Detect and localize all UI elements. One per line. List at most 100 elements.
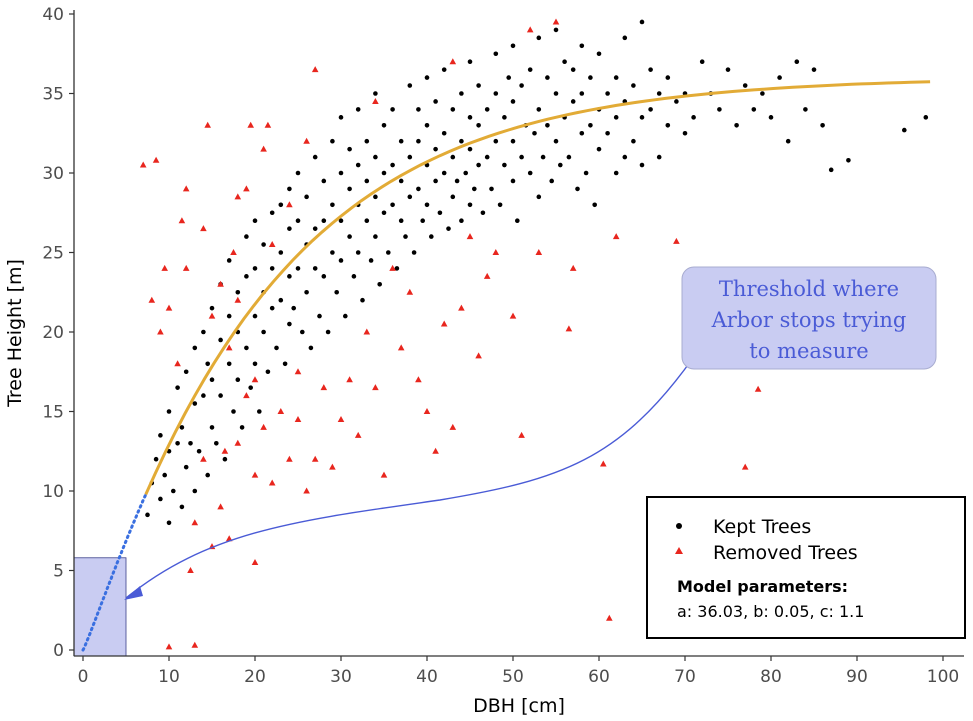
removed-tree-point: [161, 264, 168, 271]
kept-tree-point: [540, 154, 546, 160]
kept-tree-point: [575, 186, 580, 192]
kept-tree-point: [252, 313, 258, 319]
removed-tree-point: [191, 519, 199, 526]
removed-tree-point: [260, 423, 267, 430]
kept-tree-point: [441, 170, 447, 176]
legend: Kept Trees Removed Trees Model parameter…: [646, 496, 966, 639]
removed-tree-point: [449, 58, 457, 65]
kept-tree-point: [519, 83, 524, 88]
kept-tree-point: [605, 130, 610, 136]
kept-tree-point: [325, 329, 331, 335]
kept-tree-point: [751, 107, 757, 112]
kept-tree-point: [321, 178, 327, 184]
kept-tree-point: [699, 59, 705, 64]
kept-tree-point: [579, 91, 585, 96]
removed-tree-point: [204, 121, 211, 128]
x-tick-label: 40: [416, 667, 438, 687]
kept-tree-point: [691, 115, 696, 120]
kept-tree-point: [648, 67, 653, 72]
kept-tree-point: [244, 274, 249, 279]
kept-tree-point: [304, 194, 309, 200]
removed-tree-point: [741, 463, 749, 470]
removed-tree-point: [606, 614, 613, 621]
kept-tree-point: [510, 99, 516, 104]
kept-tree-point: [515, 218, 520, 223]
kept-tree-point: [373, 234, 378, 239]
kept-tree-point: [493, 91, 499, 96]
kept-tree-point: [209, 305, 215, 311]
kept-tree-point: [527, 170, 533, 176]
kept-tree-point: [226, 361, 232, 367]
removed-tree-point: [466, 233, 474, 240]
kept-tree-point: [579, 130, 585, 136]
kept-tree-point: [381, 123, 387, 128]
kept-tree-point: [450, 154, 456, 160]
kept-tree-point: [622, 35, 628, 41]
removed-tree-point: [221, 447, 229, 454]
kept-tree-point: [265, 369, 271, 375]
kept-tree-point: [295, 218, 301, 223]
removed-tree-point: [230, 249, 237, 255]
kept-tree-point: [166, 520, 172, 526]
kept-tree-point: [248, 385, 253, 390]
kept-tree-point: [506, 75, 512, 80]
removed-tree-point: [423, 408, 431, 414]
removed-tree-point: [600, 460, 607, 467]
removed-tree-point: [673, 237, 680, 244]
callout-box: [681, 266, 937, 370]
kept-tree-point: [811, 67, 817, 72]
kept-tree-point: [334, 289, 340, 295]
kept-tree-point: [153, 456, 159, 462]
callout-arrow: [125, 357, 694, 599]
kept-tree-point: [613, 170, 619, 176]
kept-tree-point: [433, 146, 438, 152]
kept-tree-point: [502, 115, 507, 120]
kept-tree-point: [570, 99, 576, 104]
kept-tree-point: [162, 472, 167, 478]
kept-tree-point: [287, 186, 292, 192]
kept-tree-point: [343, 313, 348, 319]
kept-tree-point: [282, 361, 288, 367]
kept-tree-point: [846, 157, 851, 163]
removed-tree-point: [303, 487, 310, 494]
kept-tree-point: [373, 154, 378, 160]
kept-tree-point: [355, 107, 361, 112]
kept-tree-point: [183, 464, 189, 470]
removed-tree-point: [380, 471, 388, 478]
kept-tree-point: [433, 99, 438, 104]
kept-tree-point: [390, 202, 395, 208]
kept-tree-point: [631, 83, 636, 88]
removed-tree-point: [483, 272, 491, 279]
removed-tree-point: [337, 415, 345, 422]
x-tick-label: 10: [158, 667, 180, 687]
removed-tree-point: [286, 455, 293, 462]
kept-tree-point: [424, 123, 430, 128]
kept-tree-point: [252, 361, 258, 367]
kept-tree-point: [158, 496, 163, 502]
kept-tree-point: [244, 234, 249, 239]
kept-tree-point: [536, 194, 542, 200]
kept-tree-point: [261, 329, 266, 335]
kept-tree-point: [218, 337, 223, 343]
removed-tree-point: [152, 156, 160, 163]
kept-tree-point: [192, 401, 198, 406]
kept-tree-point: [536, 35, 542, 41]
kept-tree-point: [902, 127, 907, 133]
removed-tree-point: [415, 376, 422, 383]
kept-tree-point: [231, 409, 236, 414]
kept-tree-point: [682, 130, 688, 136]
kept-tree-point: [278, 250, 284, 255]
kept-tree-point: [450, 107, 456, 112]
kept-tree-point: [411, 250, 417, 255]
removed-tree-point: [243, 185, 250, 192]
kept-tree-point: [398, 138, 404, 144]
kept-tree-point: [295, 170, 301, 176]
kept-tree-point: [377, 282, 383, 287]
kept-tree-point: [179, 425, 185, 430]
removed-tree-point: [286, 201, 293, 208]
removed-tree-point: [432, 447, 439, 454]
removed-tree-point: [208, 312, 216, 319]
kept-tree-point: [235, 289, 241, 295]
kept-tree-point: [674, 99, 679, 104]
